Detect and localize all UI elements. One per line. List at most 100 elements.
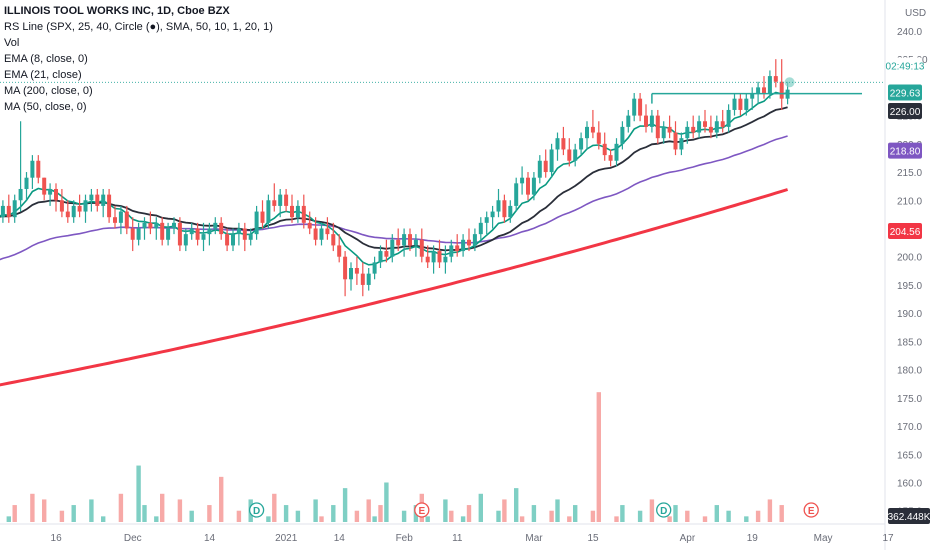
- candle-body: [472, 234, 477, 246]
- candle-body: [349, 268, 353, 280]
- date-tick-label: Apr: [680, 533, 696, 544]
- candle-body: [160, 222, 165, 240]
- candle-body: [360, 273, 365, 285]
- volume-bar: [519, 516, 525, 522]
- candle-body: [331, 234, 336, 246]
- candle-body: [59, 200, 64, 212]
- candle-body: [478, 222, 483, 235]
- candle-body: [195, 228, 200, 240]
- volume-bar: [219, 476, 224, 522]
- price-tick-label: 175.0: [897, 394, 922, 405]
- candle-body: [290, 205, 294, 218]
- volume-bar: [567, 516, 572, 522]
- candle-body: [561, 138, 566, 150]
- candle-body: [549, 149, 554, 173]
- volume-bar: [59, 510, 65, 522]
- volume-bar: [283, 505, 289, 522]
- candle-body: [596, 132, 601, 144]
- ema21-value-label: 226.00: [890, 107, 921, 118]
- date-tick-label: 14: [334, 533, 346, 544]
- price-tick-label: 240.0: [897, 27, 922, 38]
- price-tick-label: 180.0: [897, 366, 922, 377]
- symbol-title[interactable]: ILLINOIS TOOL WORKS INC, 1D, Cboe BZX: [4, 5, 230, 17]
- price-tick-label: 195.0: [897, 281, 922, 292]
- volume-bar: [573, 505, 578, 522]
- date-tick-label: 2021: [275, 533, 298, 544]
- candle-body: [496, 200, 501, 212]
- volume-bar: [614, 516, 619, 522]
- volume-bar: [236, 510, 242, 522]
- dividend-marker-label: D: [253, 506, 260, 517]
- volume-bar: [637, 510, 643, 522]
- candle-body: [543, 160, 548, 173]
- volume-bar: [295, 510, 301, 522]
- candle-body: [225, 234, 230, 246]
- indicator-volume[interactable]: Vol: [4, 37, 20, 49]
- candle-body: [673, 132, 678, 150]
- candle-body: [242, 228, 247, 240]
- indicator-ema-21[interactable]: EMA (21, close): [4, 69, 82, 81]
- volume-bar: [702, 516, 708, 522]
- date-tick-label: Feb: [396, 533, 414, 544]
- ma200-line: [0, 188, 789, 387]
- indicator-ema-8[interactable]: EMA (8, close, 0): [4, 53, 88, 65]
- volume-bar: [142, 505, 147, 522]
- candle-body: [431, 251, 436, 263]
- volume-bar: [767, 499, 773, 522]
- last-price-tag: [888, 84, 922, 101]
- candle-body: [720, 121, 725, 127]
- volume-bar: [726, 510, 731, 522]
- chart-legend: ILLINOIS TOOL WORKS INC, 1D, Cboe BZX RS…: [4, 3, 273, 115]
- price-tick-label: 215.0: [897, 168, 922, 179]
- candle-body: [750, 93, 755, 99]
- candle-body: [65, 211, 70, 218]
- candle-body: [154, 222, 159, 229]
- candle-body: [113, 217, 117, 223]
- candle-body: [372, 262, 377, 274]
- volume-bar: [449, 510, 454, 522]
- volume-bar: [466, 505, 472, 522]
- volume-bar: [714, 505, 719, 522]
- indicator-ma-50[interactable]: MA (50, close, 0): [4, 101, 87, 113]
- volume-bar: [685, 510, 690, 522]
- candle-body: [101, 194, 106, 206]
- candle-body: [272, 200, 277, 206]
- earnings-marker-label: E: [808, 506, 815, 517]
- candle-body: [83, 200, 88, 212]
- candle-body: [667, 126, 672, 133]
- candle-body: [219, 222, 224, 235]
- candle-body: [130, 228, 135, 240]
- volume-bar: [478, 493, 483, 522]
- indicator-ma-200[interactable]: MA (200, close, 0): [4, 85, 93, 97]
- volume-bar: [596, 392, 601, 522]
- candle-body: [685, 126, 690, 139]
- candle-body: [490, 211, 495, 218]
- candle-body: [402, 234, 407, 246]
- plot-area: [0, 59, 862, 522]
- candle-body: [779, 81, 784, 99]
- volume-bar: [667, 516, 672, 522]
- candle-body: [390, 239, 395, 257]
- volume-bar: [272, 493, 277, 522]
- date-tick-label: 14: [204, 533, 216, 544]
- candle-body: [118, 211, 123, 223]
- volume-bar: [189, 510, 194, 522]
- volume-bar: [313, 499, 318, 522]
- candle-body: [172, 222, 176, 229]
- dividend-marker: [248, 502, 265, 518]
- ema21-value-tag: [888, 102, 922, 119]
- volume-bar: [649, 499, 655, 522]
- candle-body: [537, 160, 542, 178]
- volume-bar: [384, 482, 389, 522]
- indicator-rs-line[interactable]: RS Line (SPX, 25, 40, Circle (●), SMA, 5…: [4, 21, 273, 33]
- candle-body: [467, 239, 471, 246]
- ma200-value-tag: [888, 222, 922, 239]
- candle-body: [36, 160, 41, 178]
- candle-body: [136, 228, 141, 240]
- volume-bar: [779, 505, 784, 522]
- volume-bar: [207, 505, 212, 522]
- candle-body: [148, 222, 153, 229]
- candle-body: [71, 205, 76, 218]
- candle-body: [325, 228, 330, 235]
